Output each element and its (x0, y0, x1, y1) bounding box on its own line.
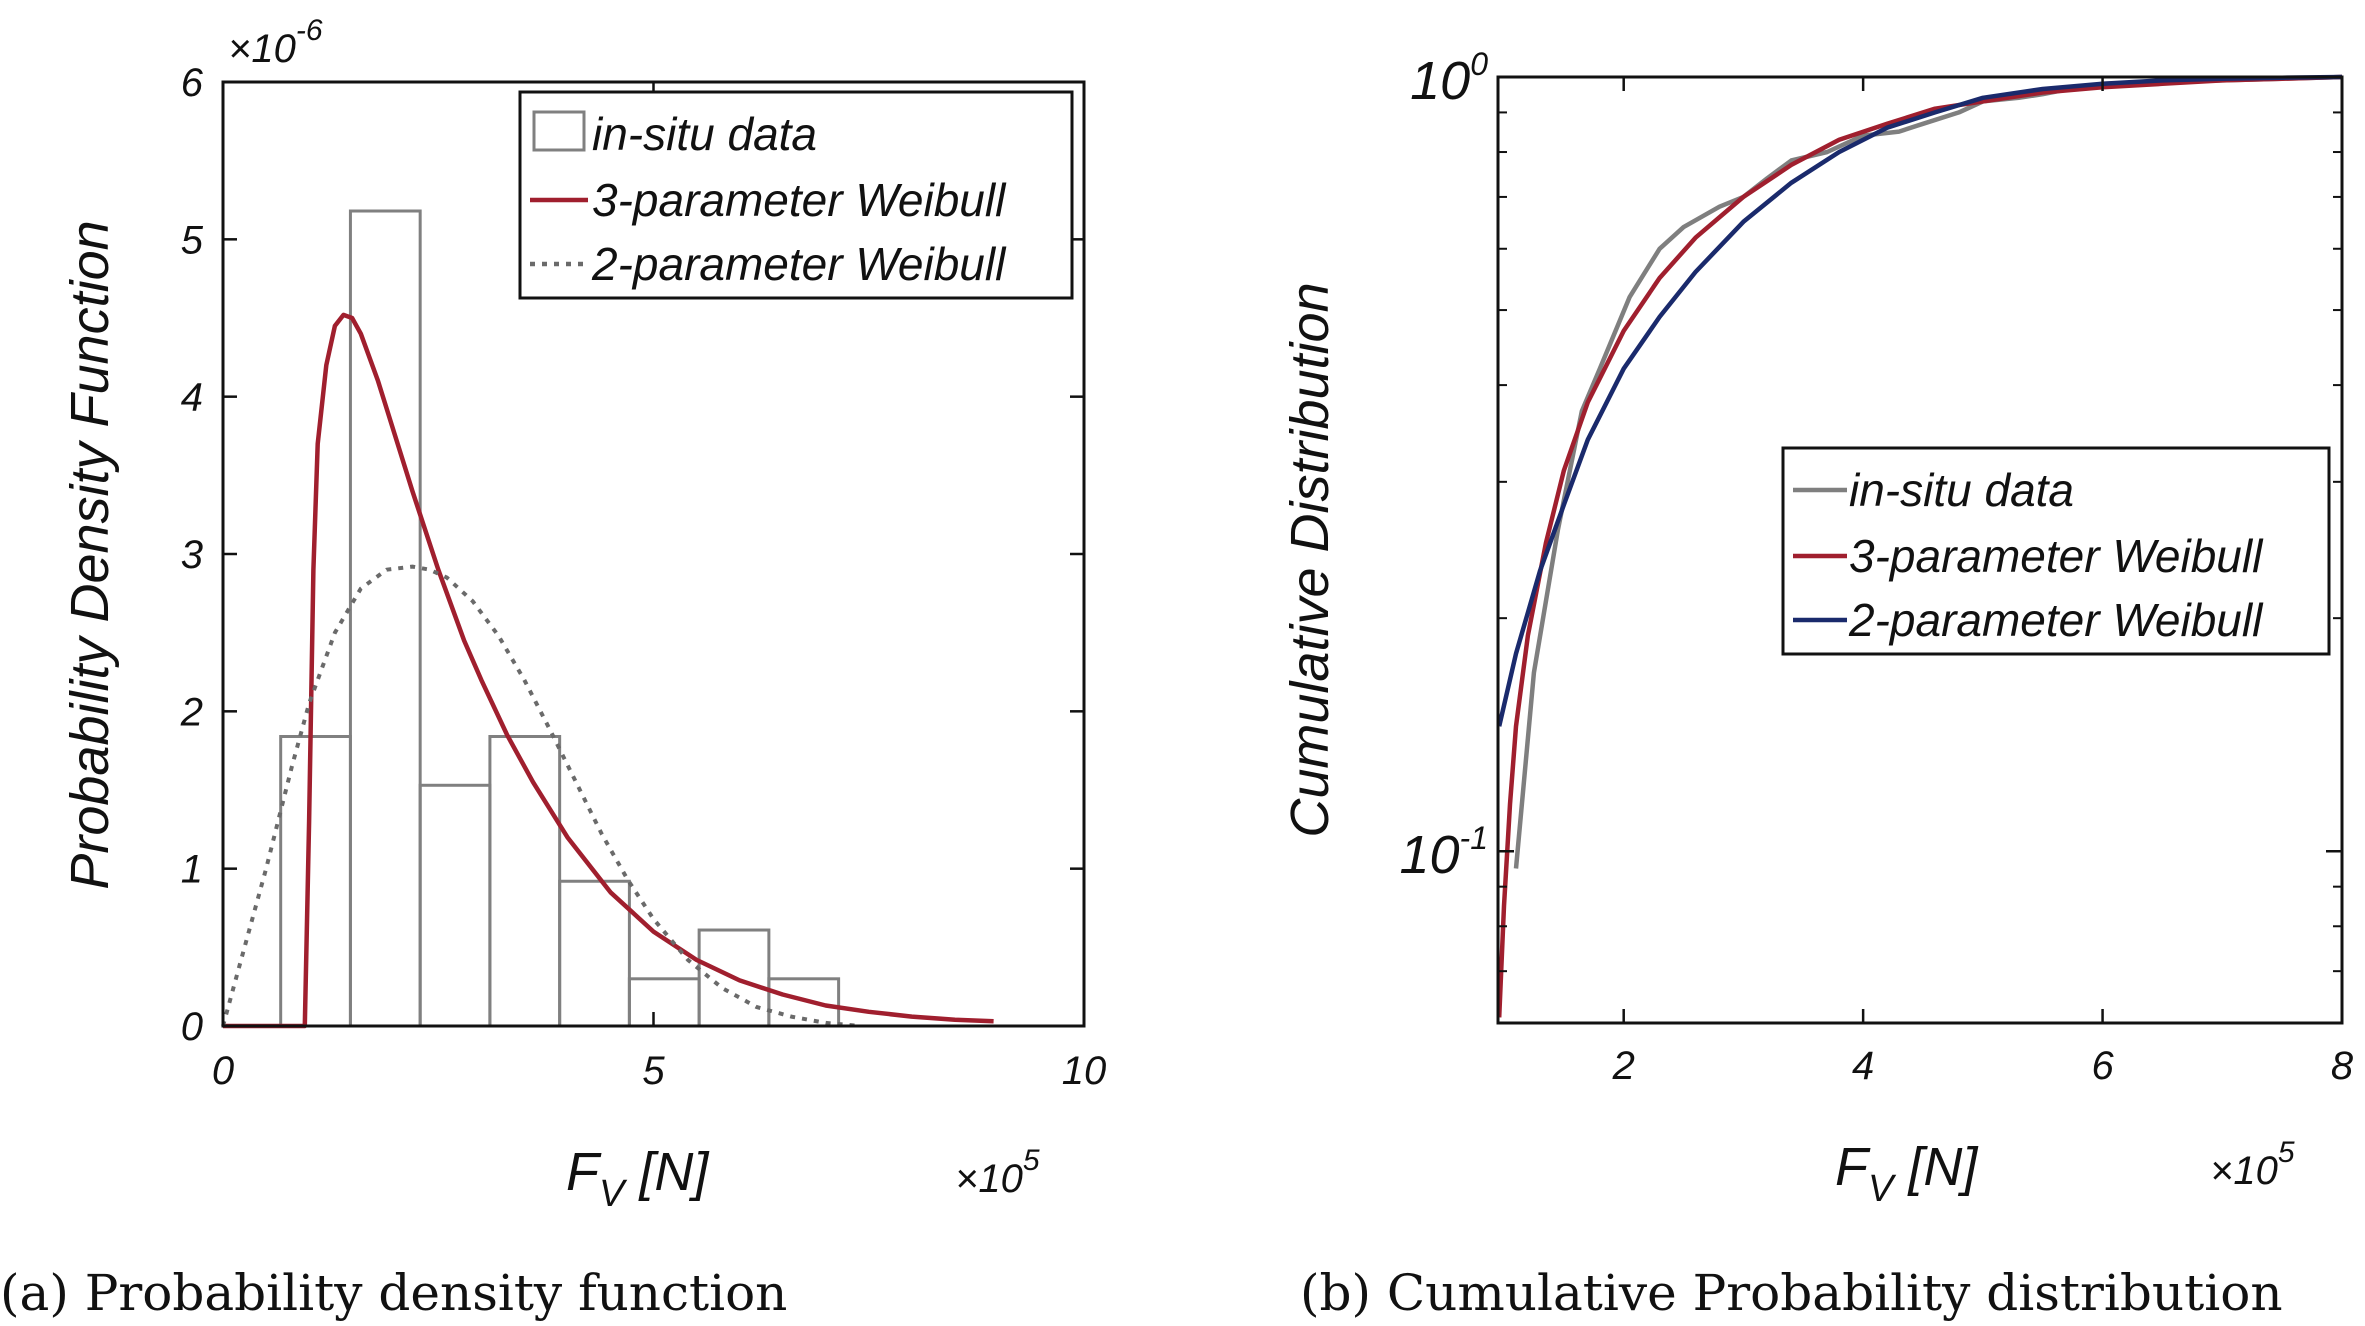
y-tick-label: 1 (181, 848, 203, 892)
legend-box (1781, 446, 2331, 656)
legend: in-situ data 3-parameter Weibull 2-paramet… (1781, 446, 2331, 656)
legend-label: 3-parameter Weibull (592, 174, 1007, 226)
x-tick-label: 4 (1852, 1044, 1874, 1088)
x-tick-label: 0 (212, 1049, 234, 1093)
pdf-curve-3-parameter-weibull (223, 312, 994, 1029)
histogram-bar (279, 735, 352, 1028)
caption-b: (b) Cumulative Probability distribution (1300, 1264, 2283, 1322)
y-axis-label: Cumulative Distribution (1280, 282, 1340, 837)
y-tick-label: 10-1 (1399, 820, 1488, 885)
plot-frame (1496, 75, 2344, 1025)
y-tick-label: 2 (180, 690, 203, 734)
y-tick-label: 0 (181, 1005, 203, 1049)
x-tick-label: 10 (1062, 1049, 1107, 1093)
chart-a-pdf: 0 1 2 3 4 5 6 0 5 10 ×10-6 ×105 FV [N] Probability De… (0, 14, 1106, 1322)
legend: in-situ data 3-parameter Weibull 2-paramet… (518, 90, 1074, 300)
x-exponent-label: ×105 (955, 1144, 1040, 1201)
chart-b-cdf: 100 10-1 2 4 6 8 ×105 FV [N] Cumulative Distribu… (1280, 46, 2354, 1322)
x-axis-label: FV [N] (1835, 1137, 1979, 1210)
x-tick-label: 5 (642, 1049, 665, 1093)
legend-box (518, 90, 1074, 300)
legend-label: in-situ data (1849, 464, 2074, 516)
caption-a: (a) Probability density function (0, 1264, 787, 1322)
y-tick-label: 6 (181, 61, 204, 105)
y-tick-label: 3 (181, 533, 203, 577)
y-tick-label: 4 (181, 376, 203, 420)
y-axis-label: Probability Density Function (60, 220, 120, 889)
y-tick-label: 5 (181, 218, 204, 262)
legend-swatch-histogram (532, 110, 586, 152)
x-exponent-label: ×105 (2210, 1136, 2295, 1193)
legend-label: in-situ data (592, 108, 817, 160)
histogram-bar (627, 977, 701, 1028)
cdf-line-3-parameter-weibull (1496, 74, 2343, 1018)
y-exponent-label: ×10-6 (228, 14, 323, 71)
x-tick-label: 8 (2331, 1044, 2354, 1088)
histogram-bar (418, 783, 492, 1028)
legend-label: 2-parameter Weibull (1848, 594, 2264, 646)
x-tick-label: 6 (2091, 1044, 2114, 1088)
cdf-line-2-parameter-weibull (1497, 74, 2343, 727)
legend-label: 2-parameter Weibull (591, 238, 1007, 290)
legend-label: 3-parameter Weibull (1849, 530, 2264, 582)
histogram-bar (488, 735, 562, 1028)
histogram-bars (279, 209, 841, 1028)
x-axis-label: FV [N] (566, 1142, 710, 1215)
y-tick-label: 100 (1410, 46, 1488, 111)
x-tick-label: 2 (1612, 1044, 1635, 1088)
